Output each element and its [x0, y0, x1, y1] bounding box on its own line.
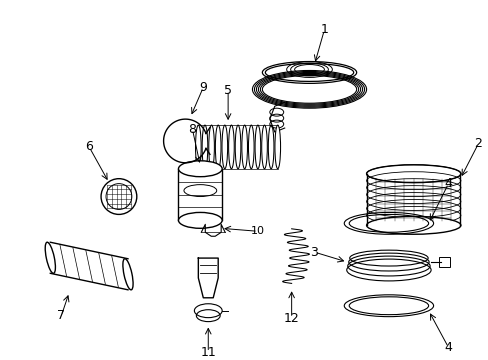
Ellipse shape — [178, 212, 222, 228]
Ellipse shape — [274, 125, 280, 169]
Text: 11: 11 — [200, 346, 216, 359]
Text: 5: 5 — [224, 84, 232, 97]
Text: 2: 2 — [473, 138, 481, 150]
Text: 10: 10 — [250, 226, 264, 236]
Ellipse shape — [45, 242, 55, 273]
Ellipse shape — [208, 125, 214, 169]
Ellipse shape — [235, 125, 241, 169]
Text: 4: 4 — [444, 177, 451, 190]
Ellipse shape — [222, 125, 227, 169]
Text: 7: 7 — [57, 309, 65, 322]
Ellipse shape — [122, 259, 133, 290]
Text: 9: 9 — [199, 81, 207, 94]
Ellipse shape — [195, 125, 201, 169]
Text: 3: 3 — [310, 246, 318, 258]
Text: 12: 12 — [283, 312, 299, 325]
Bar — [438, 257, 449, 267]
Ellipse shape — [248, 125, 254, 169]
Text: 1: 1 — [320, 23, 327, 36]
Text: 4: 4 — [444, 341, 451, 354]
Ellipse shape — [261, 125, 267, 169]
Ellipse shape — [178, 161, 222, 177]
Text: 6: 6 — [85, 140, 93, 153]
Ellipse shape — [366, 216, 460, 234]
Text: 8: 8 — [188, 122, 196, 136]
